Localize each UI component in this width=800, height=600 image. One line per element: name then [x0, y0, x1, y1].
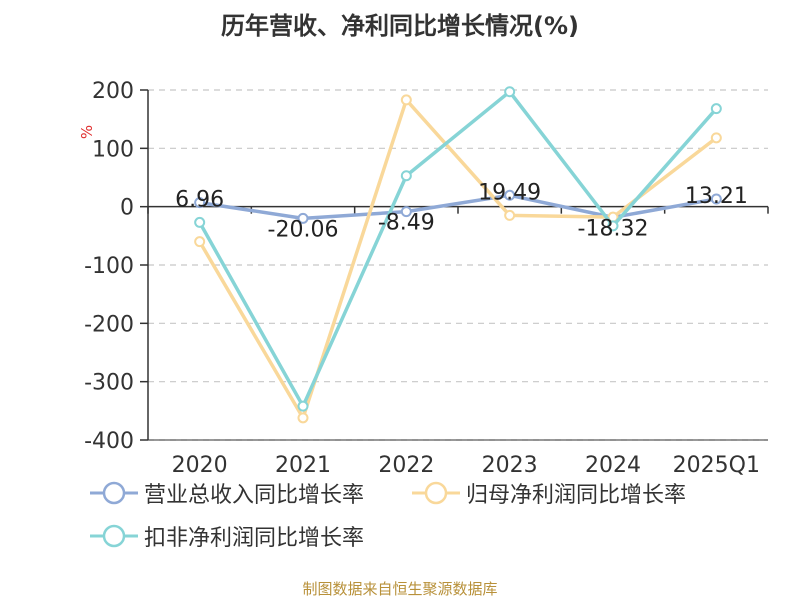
y-axis: 200 100 0 -100 -200 -300 -400% — [78, 79, 149, 454]
y-tick-label: 0 — [120, 196, 134, 221]
x-tick-label: 2025Q1 — [673, 453, 760, 478]
data-point — [297, 412, 309, 424]
y-tick-label: 200 — [92, 79, 134, 104]
y-tick-label: -200 — [84, 312, 134, 337]
data-label: 6.96 — [175, 188, 224, 213]
data-point — [400, 170, 412, 182]
legend-marker-icon — [412, 481, 460, 505]
source-note: 制图数据来自恒生聚源数据库 — [302, 580, 498, 598]
data-point — [194, 197, 206, 209]
series-line-0 — [199, 193, 717, 221]
data-point — [194, 236, 206, 248]
data-label: -8.49 — [378, 211, 435, 236]
data-point — [710, 132, 722, 144]
series-line-1 — [198, 98, 718, 420]
x-tick-label: 2020 — [172, 453, 228, 478]
series-line-2 — [198, 90, 718, 408]
chart-title: 历年营收、净利同比增长情况(%) — [221, 12, 579, 40]
data-label: 19.49 — [478, 180, 541, 205]
x-tick-label: 2023 — [482, 453, 538, 478]
legend-marker-icon — [90, 481, 138, 505]
x-tick-label: 2022 — [378, 453, 434, 478]
y-tick-label: -100 — [84, 254, 134, 279]
data-point — [194, 216, 206, 228]
data-point — [710, 193, 722, 205]
data-labels: 6.96 -20.06 -8.49 19.49 -18.32 13.21 — [175, 180, 748, 242]
x-axis: 2020 2021 2022 2023 2024 2025Q1 — [147, 205, 769, 478]
data-point — [297, 400, 309, 412]
y-tick-label: -400 — [84, 429, 134, 454]
data-point — [607, 220, 619, 232]
data-point — [504, 189, 516, 201]
series-group — [194, 86, 722, 424]
y-tick-label: 100 — [92, 137, 134, 162]
y-tick-label: -300 — [84, 371, 134, 396]
x-tick-label: 2024 — [585, 453, 641, 478]
legend-item-revenue[interactable]: 营业总收入同比增长率 — [90, 478, 364, 508]
y-axis-label: % — [78, 125, 96, 139]
data-point — [400, 94, 412, 106]
data-point — [504, 86, 516, 98]
data-point — [297, 212, 309, 224]
data-label: -20.06 — [268, 217, 339, 242]
legend-label: 归母净利润同比增长率 — [466, 483, 687, 508]
legend-item-deducted-profit[interactable]: 扣非净利润同比增长率 — [90, 521, 364, 551]
data-point — [504, 209, 516, 221]
x-tick-label: 2021 — [275, 453, 331, 478]
data-point — [710, 103, 722, 115]
legend-marker-icon — [90, 524, 138, 548]
data-point — [400, 206, 412, 218]
legend-item-net-profit[interactable]: 归母净利润同比增长率 — [412, 478, 686, 508]
data-label: -18.32 — [578, 216, 649, 241]
grid-lines — [148, 89, 768, 441]
legend-label: 扣非净利润同比增长率 — [144, 526, 365, 551]
legend-label: 营业总收入同比增长率 — [144, 483, 365, 508]
data-label: 13.21 — [685, 184, 748, 209]
